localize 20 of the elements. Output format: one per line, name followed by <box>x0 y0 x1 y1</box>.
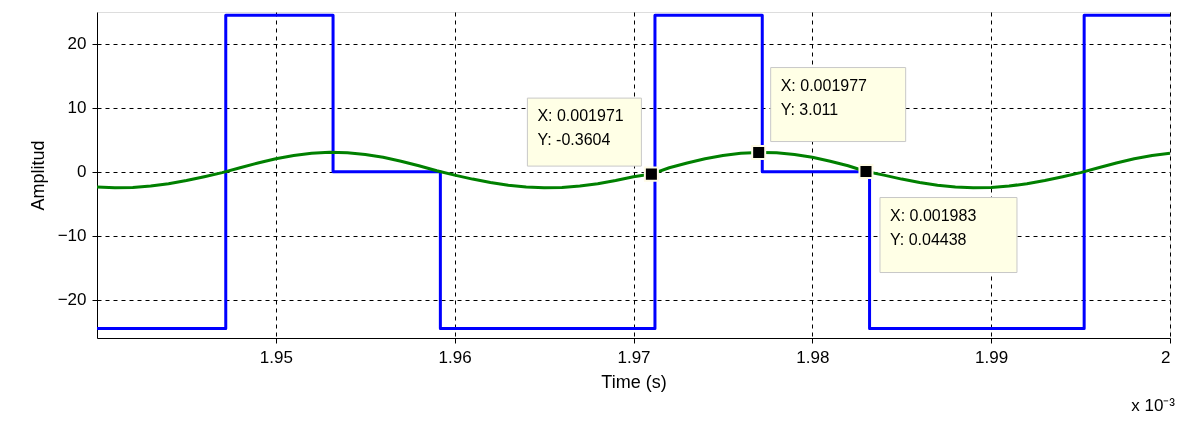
y-tick-label: −10 <box>57 226 87 246</box>
x-axis-title: Time (s) <box>601 371 667 392</box>
y-tick-label: 20 <box>67 34 87 54</box>
point <box>751 145 767 161</box>
x-tick-label: 1.97 <box>617 347 651 367</box>
annotation: X: 0.001983 Y: 0.04438 <box>889 206 977 248</box>
x-tick-label: 2 <box>1161 347 1171 367</box>
y-axis-title: Amplitud <box>27 140 48 211</box>
annotation: X: 0.001971 Y: -0.3604 <box>537 107 624 149</box>
point <box>643 166 659 182</box>
x-tick-label: 1.96 <box>438 347 472 367</box>
y-tick-label: 0 <box>77 162 87 182</box>
y-tick-label: −20 <box>57 290 87 310</box>
text: x 10⁻³ <box>1131 396 1176 415</box>
annotation: X: 0.001977 Y: 3.011 <box>780 76 868 118</box>
x-tick-label: 1.98 <box>796 347 830 367</box>
x-tick-label: 1.95 <box>259 347 293 367</box>
point <box>858 164 874 180</box>
y-tick-label: 10 <box>67 98 87 118</box>
x-tick-label: 1.99 <box>975 347 1009 367</box>
